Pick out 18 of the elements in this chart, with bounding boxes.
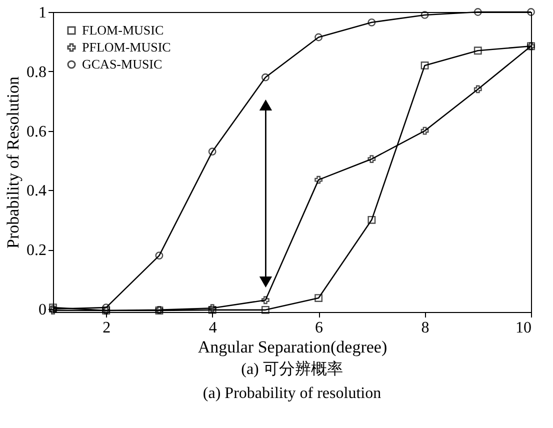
y-tick-label: 0.8 (26, 64, 46, 81)
legend-label: FLOM-MUSIC (82, 22, 164, 38)
y-tick-label: 0.2 (26, 242, 46, 260)
text: (a) Probability of resolution (202, 385, 382, 402)
y-tick-label: 0 (38, 302, 46, 319)
y-tick-label: 1 (38, 4, 46, 22)
x-tick-label: 4 (208, 320, 217, 336)
legend-label: PFLOM-MUSIC (82, 40, 171, 54)
legend-label: GCAS-MUSIC (82, 56, 162, 72)
text: (a) 可分辨概率 (241, 360, 343, 378)
x-tick-label: 8 (421, 320, 430, 336)
x-tick-label: 6 (315, 320, 324, 336)
x-axis-title: Angular Separation(degree) (198, 338, 388, 356)
x-tick-label: 2 (102, 320, 111, 336)
y-tick-label: 0.4 (26, 182, 46, 200)
y-axis-title: Probability of Resolution (4, 76, 22, 248)
x-tick-label: 10 (516, 320, 532, 336)
y-tick-label: 0.6 (26, 123, 46, 140)
